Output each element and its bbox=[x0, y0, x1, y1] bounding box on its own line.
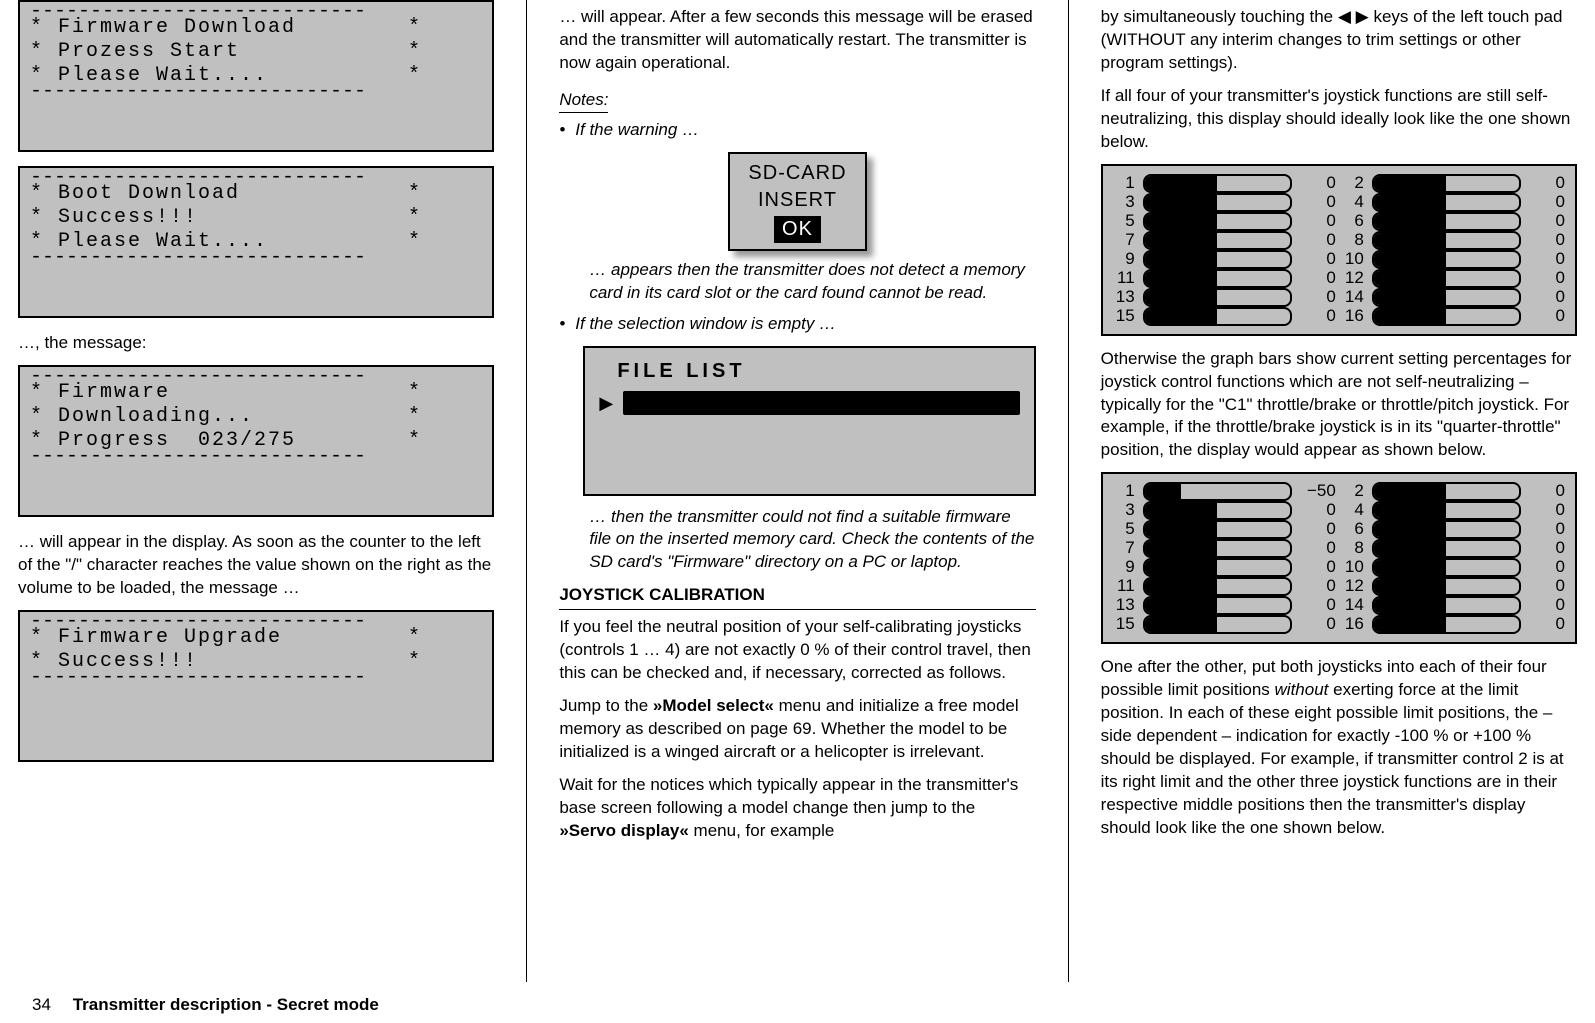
column-1: ----------------------------* Firmware D… bbox=[18, 0, 494, 982]
joy-para-1: If you feel the neutral position of your… bbox=[559, 616, 1035, 685]
manual-page: ----------------------------* Firmware D… bbox=[0, 0, 1595, 1023]
servo-bar bbox=[1143, 520, 1292, 539]
servo-bar bbox=[1372, 288, 1521, 307]
text: exerting force at the limit position. In… bbox=[1101, 680, 1564, 837]
text: Wait for the notices which typically app… bbox=[559, 775, 1018, 817]
servo-bar bbox=[1372, 577, 1521, 596]
servo-bar bbox=[1372, 482, 1521, 501]
joystick-calibration-heading: JOYSTICK CALIBRATION bbox=[559, 584, 1035, 610]
channel-number: 16 bbox=[1342, 305, 1364, 328]
channel-value: 0 bbox=[1529, 305, 1565, 328]
servo-bar bbox=[1372, 501, 1521, 520]
emph-without: without bbox=[1275, 680, 1329, 699]
col3-top: by simultaneously touching the ◀ ▶ keys … bbox=[1101, 6, 1577, 75]
lcd-box-firmware-download: ----------------------------* Firmware D… bbox=[18, 0, 494, 152]
page-footer: 34 Transmitter description - Secret mode bbox=[18, 982, 1577, 1023]
lcd-box-boot-download: ----------------------------* Boot Downl… bbox=[18, 166, 494, 318]
col3-p2: If all four of your transmitter's joysti… bbox=[1101, 85, 1577, 154]
note-2-lead: If the selection window is empty … bbox=[575, 313, 836, 336]
channel-value: 0 bbox=[1300, 305, 1336, 328]
servo-bar bbox=[1372, 558, 1521, 577]
popup-line1: SD-CARD bbox=[748, 160, 846, 187]
channel-number: 15 bbox=[1113, 613, 1135, 636]
menu-servo-display: Servo display bbox=[559, 821, 689, 840]
note-1-body: … appears then the transmitter does not … bbox=[589, 259, 1035, 305]
file-list-row: ▶ bbox=[599, 391, 1019, 415]
servo-bar bbox=[1143, 539, 1292, 558]
servo-bar bbox=[1143, 482, 1292, 501]
note-2-body: … then the transmitter could not find a … bbox=[589, 506, 1035, 575]
col3-mid: Otherwise the graph bars show current se… bbox=[1101, 348, 1577, 463]
triangle-cursor-icon: ▶ bbox=[599, 391, 613, 415]
note-bullet-2: • If the selection window is empty … bbox=[559, 313, 1035, 336]
sdcard-popup: SD-CARD INSERT OK bbox=[728, 152, 866, 251]
servo-display-1: 102030405060708090100110120130140150160 bbox=[1101, 164, 1577, 336]
servo-bar bbox=[1372, 250, 1521, 269]
servo-bar bbox=[1372, 174, 1521, 193]
paragraph-counter: … will appear in the display. As soon as… bbox=[18, 531, 494, 600]
servo-display-2: 1−50203040506070809010011012013014015016… bbox=[1101, 472, 1577, 644]
lcd-box-upgrade-success: ----------------------------* Firmware U… bbox=[18, 610, 494, 762]
servo-bar bbox=[1143, 596, 1292, 615]
col2-top-paragraph: … will appear. After a few seconds this … bbox=[559, 6, 1035, 75]
servo-bar bbox=[1372, 615, 1521, 634]
note-bullet-1: • If the warning … bbox=[559, 119, 1035, 142]
joy-para-2: Jump to the Model select menu and initia… bbox=[559, 695, 1035, 764]
joy-para-3: Wait for the notices which typically app… bbox=[559, 774, 1035, 843]
servo-bar bbox=[1143, 558, 1292, 577]
lcd-box-progress: ----------------------------* Firmware *… bbox=[18, 365, 494, 517]
servo-bar bbox=[1372, 596, 1521, 615]
servo-bar bbox=[1143, 193, 1292, 212]
servo-bar bbox=[1143, 307, 1292, 326]
servo-bar bbox=[1372, 520, 1521, 539]
note-1-lead: If the warning … bbox=[575, 119, 699, 142]
file-list-selection-bar bbox=[623, 391, 1019, 415]
channel-value: 0 bbox=[1300, 613, 1336, 636]
column-separator bbox=[1068, 0, 1069, 982]
column-2: … will appear. After a few seconds this … bbox=[559, 0, 1035, 982]
popup-ok-button[interactable]: OK bbox=[774, 216, 821, 243]
servo-bar bbox=[1143, 501, 1292, 520]
servo-bar bbox=[1372, 193, 1521, 212]
column-separator bbox=[526, 0, 527, 982]
intertext-1: …, the message: bbox=[18, 332, 494, 355]
col3-after: One after the other, put both joysticks … bbox=[1101, 656, 1577, 840]
channel-number: 16 bbox=[1342, 613, 1364, 636]
file-list-box: FILE LIST ▶ bbox=[583, 346, 1035, 496]
channel-number: 15 bbox=[1113, 305, 1135, 328]
page-number: 34 bbox=[32, 994, 68, 1017]
column-3: by simultaneously touching the ◀ ▶ keys … bbox=[1101, 0, 1577, 982]
channel-value: 0 bbox=[1529, 613, 1565, 636]
bullet-icon: • bbox=[559, 119, 565, 142]
file-list-heading: FILE LIST bbox=[617, 358, 1019, 385]
bullet-icon: • bbox=[559, 313, 565, 336]
servo-bar bbox=[1372, 212, 1521, 231]
menu-model-select: Model select bbox=[653, 696, 774, 715]
servo-bar bbox=[1143, 212, 1292, 231]
servo-bar bbox=[1372, 269, 1521, 288]
notes-heading: Notes: bbox=[559, 89, 608, 113]
columns: ----------------------------* Firmware D… bbox=[18, 0, 1577, 982]
popup-line2: INSERT bbox=[748, 187, 846, 214]
sdcard-popup-wrap: SD-CARD INSERT OK bbox=[559, 152, 1035, 251]
servo-bar bbox=[1143, 288, 1292, 307]
servo-bar bbox=[1372, 539, 1521, 558]
text: Jump to the bbox=[559, 696, 653, 715]
servo-bar bbox=[1143, 615, 1292, 634]
servo-bar bbox=[1372, 231, 1521, 250]
servo-bar bbox=[1143, 250, 1292, 269]
text: menu, for example bbox=[689, 821, 835, 840]
servo-bar bbox=[1143, 577, 1292, 596]
servo-bar bbox=[1372, 307, 1521, 326]
servo-bar bbox=[1143, 269, 1292, 288]
servo-bar bbox=[1143, 231, 1292, 250]
servo-bar bbox=[1143, 174, 1292, 193]
footer-title: Transmitter description - Secret mode bbox=[73, 995, 379, 1014]
